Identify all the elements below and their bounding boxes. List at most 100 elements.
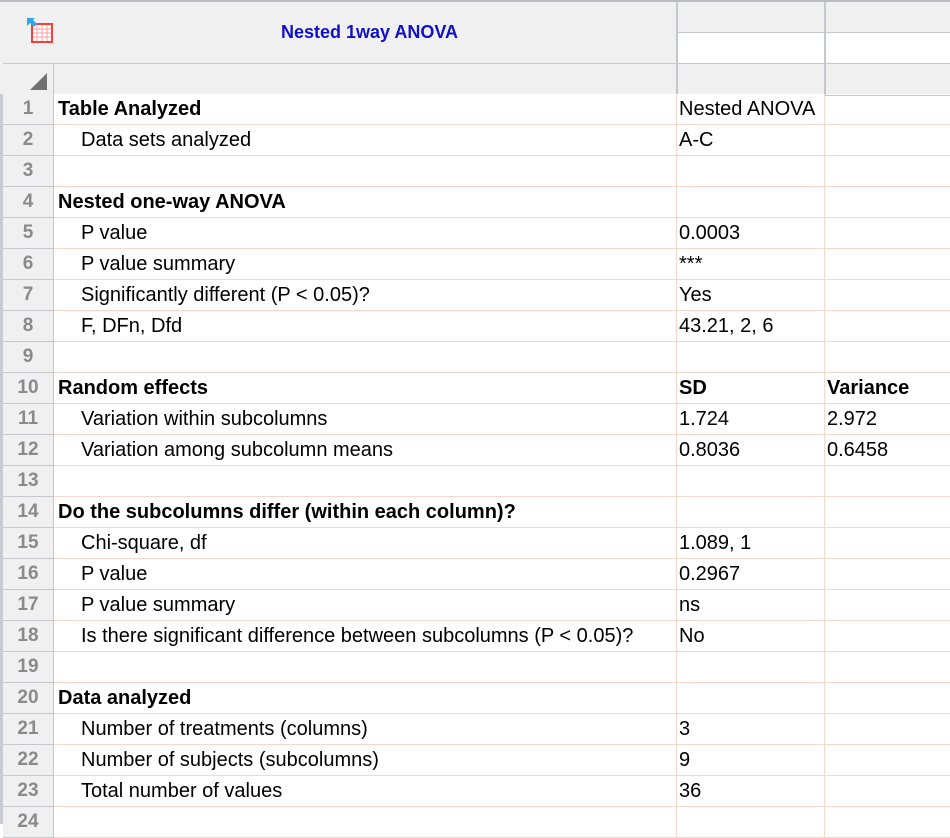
row-number[interactable]: 19 xyxy=(3,652,54,683)
value-cell[interactable]: 0.6458 xyxy=(827,439,889,461)
value-cell[interactable]: 1.089, 1 xyxy=(677,528,825,558)
value-cell[interactable]: 0.2967 xyxy=(677,559,825,589)
row-number[interactable]: 18 xyxy=(3,621,54,652)
row-label-cell[interactable]: Is there significant difference between … xyxy=(54,621,677,651)
value-cell[interactable]: 43.21, 2, 6 xyxy=(677,311,825,341)
row-label-cell[interactable]: P value summary xyxy=(54,590,677,620)
value-cell[interactable] xyxy=(677,342,825,372)
row-number[interactable]: 20 xyxy=(3,683,54,714)
value-cell[interactable] xyxy=(825,125,950,155)
value-cell[interactable] xyxy=(825,559,950,589)
row-label-cell[interactable]: Number of subjects (subcolumns) xyxy=(54,745,677,775)
column-c-header[interactable] xyxy=(824,64,950,96)
value-cell[interactable]: 36 xyxy=(677,776,825,806)
row-label-cell[interactable]: Data analyzed xyxy=(54,683,677,713)
value-cell[interactable]: 9 xyxy=(677,745,825,775)
value-cell[interactable] xyxy=(825,311,950,341)
row-number[interactable]: 14 xyxy=(3,497,54,528)
row-number[interactable]: 24 xyxy=(3,807,54,838)
row-number[interactable]: 23 xyxy=(3,776,54,807)
value-cell[interactable] xyxy=(825,497,950,527)
value-cell[interactable]: SD xyxy=(677,373,825,403)
row-label-cell[interactable]: P value summary xyxy=(54,249,677,279)
value-cell[interactable] xyxy=(825,776,950,806)
value-cell[interactable]: A-C xyxy=(677,125,825,155)
value-cell[interactable]: 2.972 xyxy=(827,408,878,430)
value-cell[interactable]: No xyxy=(677,621,825,651)
row-number[interactable]: 5 xyxy=(3,218,54,249)
column-c-title-cell[interactable] xyxy=(824,33,950,64)
value-cell[interactable]: 1.724 xyxy=(677,404,825,434)
row-number[interactable]: 2 xyxy=(3,125,54,156)
row-label-cell[interactable] xyxy=(54,466,677,496)
row-label-cell[interactable]: Total number of values xyxy=(54,776,677,806)
row-label-cell[interactable]: P value xyxy=(54,218,677,248)
value-cell[interactable] xyxy=(825,218,950,248)
row-label-cell[interactable]: Do the subcolumns differ (within each co… xyxy=(54,497,677,527)
value-cell[interactable] xyxy=(677,652,825,682)
column-b-title-cell[interactable] xyxy=(676,33,825,64)
row-label-cell[interactable]: Number of treatments (columns) xyxy=(54,714,677,744)
row-number[interactable]: 12 xyxy=(3,435,54,466)
value-cell[interactable]: Variance xyxy=(827,377,910,399)
row-label-cell[interactable] xyxy=(54,156,677,186)
value-cell[interactable]: 0.0003 xyxy=(677,218,825,248)
value-cell[interactable] xyxy=(825,249,950,279)
value-cell[interactable] xyxy=(677,497,825,527)
row-label-cell[interactable]: Nested one-way ANOVA xyxy=(54,187,677,217)
value-cell[interactable] xyxy=(677,187,825,217)
value-cell[interactable]: 0.8036 xyxy=(677,435,825,465)
value-cell[interactable] xyxy=(825,187,950,217)
row-label-cell[interactable]: Data sets analyzed xyxy=(54,125,677,155)
value-cell[interactable] xyxy=(825,156,950,186)
row-label-cell[interactable]: Table Analyzed xyxy=(54,94,677,124)
value-cell[interactable] xyxy=(825,280,950,310)
value-cell[interactable] xyxy=(825,590,950,620)
row-label-cell[interactable] xyxy=(54,342,677,372)
row-number[interactable]: 6 xyxy=(3,249,54,280)
row-label-cell[interactable]: Chi-square, df xyxy=(54,528,677,558)
value-cell[interactable] xyxy=(825,94,950,124)
value-cell[interactable] xyxy=(825,714,950,744)
row-number[interactable]: 15 xyxy=(3,528,54,559)
value-cell[interactable] xyxy=(825,652,950,682)
value-cell[interactable] xyxy=(825,683,950,713)
value-cell[interactable] xyxy=(825,621,950,651)
value-cell[interactable] xyxy=(677,683,825,713)
value-cell[interactable] xyxy=(825,342,950,372)
value-cell[interactable]: *** xyxy=(677,249,825,279)
row-number[interactable]: 13 xyxy=(3,466,54,497)
value-cell[interactable] xyxy=(825,745,950,775)
row-number[interactable]: 3 xyxy=(3,156,54,187)
row-number[interactable]: 4 xyxy=(3,187,54,218)
value-cell[interactable] xyxy=(677,466,825,496)
row-number[interactable]: 16 xyxy=(3,559,54,590)
row-label-cell[interactable]: P value xyxy=(54,559,677,589)
row-number[interactable]: 7 xyxy=(3,280,54,311)
value-cell[interactable] xyxy=(825,466,950,496)
row-label-cell[interactable]: F, DFn, Dfd xyxy=(54,311,677,341)
row-number[interactable]: 8 xyxy=(3,311,54,342)
row-label-cell[interactable]: Variation within subcolumns xyxy=(54,404,677,434)
select-all-corner[interactable] xyxy=(3,64,54,96)
value-cell[interactable] xyxy=(825,807,950,837)
value-cell[interactable]: Yes xyxy=(677,280,825,310)
value-cell[interactable]: 3 xyxy=(677,714,825,744)
value-cell[interactable] xyxy=(677,156,825,186)
value-cell[interactable]: ns xyxy=(677,590,825,620)
row-label-cell[interactable]: Significantly different (P < 0.05)? xyxy=(54,280,677,310)
value-cell[interactable]: Nested ANOVA xyxy=(677,94,825,124)
row-number[interactable]: 11 xyxy=(3,404,54,435)
row-number[interactable]: 21 xyxy=(3,714,54,745)
value-cell[interactable] xyxy=(677,807,825,837)
row-label-cell[interactable] xyxy=(54,807,677,837)
column-b-header[interactable] xyxy=(676,64,825,96)
row-number[interactable]: 10 xyxy=(3,373,54,404)
value-cell[interactable] xyxy=(825,528,950,558)
row-label-cell[interactable] xyxy=(54,652,677,682)
row-number[interactable]: 17 xyxy=(3,590,54,621)
row-number[interactable]: 22 xyxy=(3,745,54,776)
row-label-cell[interactable]: Variation among subcolumn means xyxy=(54,435,677,465)
row-number[interactable]: 1 xyxy=(3,94,54,125)
row-label-cell[interactable]: Random effects xyxy=(54,373,677,403)
